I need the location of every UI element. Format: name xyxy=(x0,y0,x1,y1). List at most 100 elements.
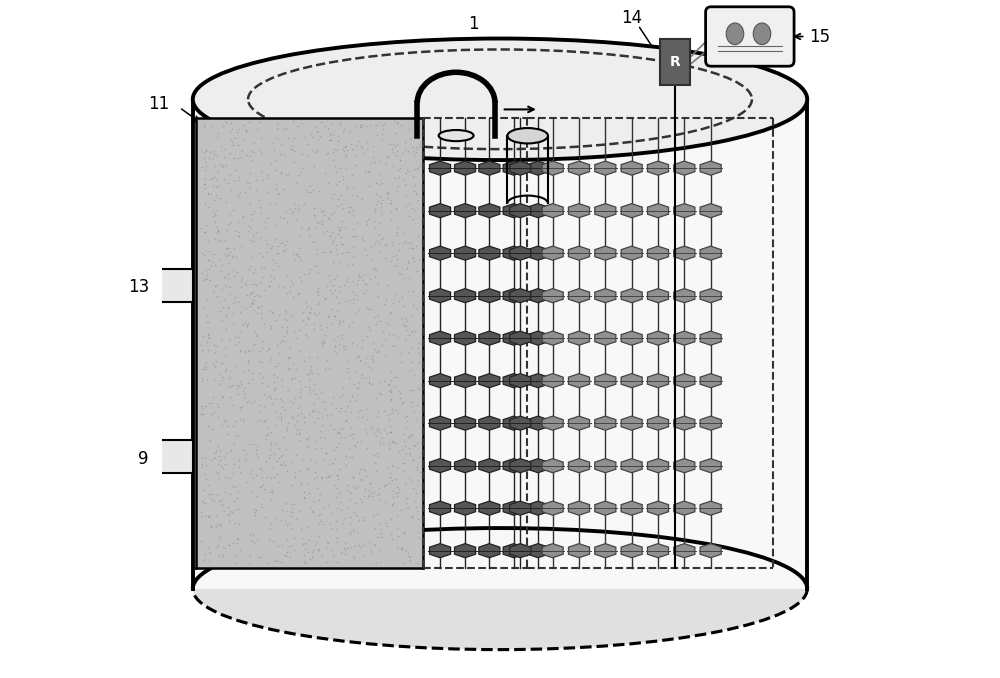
Point xyxy=(214,358,230,369)
Point xyxy=(309,243,325,254)
Point xyxy=(275,245,291,256)
Point xyxy=(374,340,390,351)
Point xyxy=(354,120,370,131)
Point xyxy=(332,496,348,507)
Point xyxy=(359,216,375,226)
Polygon shape xyxy=(196,117,423,567)
Point xyxy=(355,235,371,245)
Polygon shape xyxy=(479,289,500,302)
Point xyxy=(240,357,256,367)
Point xyxy=(335,382,351,393)
Point xyxy=(289,424,305,435)
Point xyxy=(401,273,417,283)
Point xyxy=(319,149,335,160)
Point xyxy=(307,467,323,478)
Point xyxy=(237,317,253,328)
Point xyxy=(279,217,295,228)
Point xyxy=(273,238,289,249)
Point xyxy=(354,193,370,204)
Point xyxy=(371,483,387,494)
Point xyxy=(307,211,323,222)
Point xyxy=(339,276,355,287)
Point xyxy=(345,298,361,309)
Point xyxy=(355,148,371,159)
Point xyxy=(400,256,416,266)
Point xyxy=(193,144,209,155)
Point xyxy=(259,471,275,482)
Point xyxy=(396,465,412,476)
Point xyxy=(365,510,381,521)
Point xyxy=(238,453,254,464)
Point xyxy=(245,266,261,277)
Polygon shape xyxy=(510,161,531,175)
Polygon shape xyxy=(647,544,669,558)
Point xyxy=(285,205,301,216)
Polygon shape xyxy=(568,203,590,218)
Polygon shape xyxy=(621,331,642,345)
Point xyxy=(197,174,213,184)
Point xyxy=(248,185,264,196)
Point xyxy=(218,243,234,254)
Point xyxy=(242,529,258,540)
Point xyxy=(253,308,269,319)
Point xyxy=(317,396,333,407)
Point xyxy=(298,433,314,444)
Point xyxy=(198,161,214,172)
Polygon shape xyxy=(647,374,669,388)
Polygon shape xyxy=(621,544,642,558)
Point xyxy=(197,226,213,237)
Point xyxy=(409,302,425,313)
Point xyxy=(323,208,339,219)
Point xyxy=(251,144,267,155)
Point xyxy=(389,261,405,272)
Point xyxy=(239,321,255,332)
Point xyxy=(307,388,323,399)
Point xyxy=(327,233,343,243)
Point xyxy=(256,285,272,296)
Point xyxy=(243,222,259,233)
Point xyxy=(304,131,320,142)
Point xyxy=(313,205,329,216)
Point xyxy=(236,388,252,399)
Point xyxy=(408,241,424,252)
Point xyxy=(330,228,346,239)
Point xyxy=(301,351,317,362)
Point xyxy=(394,543,410,554)
Point xyxy=(231,380,247,391)
Point xyxy=(278,243,294,254)
Point xyxy=(317,246,333,257)
Point xyxy=(249,290,265,300)
Point xyxy=(294,532,310,543)
Point xyxy=(211,235,227,246)
Point xyxy=(365,262,381,273)
Point xyxy=(197,401,213,412)
Polygon shape xyxy=(647,458,669,473)
Polygon shape xyxy=(455,331,476,345)
Point xyxy=(385,330,401,340)
Point xyxy=(388,203,404,214)
Point xyxy=(222,372,238,382)
Point xyxy=(226,271,242,281)
Point xyxy=(225,420,241,431)
Point xyxy=(383,195,399,206)
Point xyxy=(350,351,366,361)
Point xyxy=(208,341,224,352)
Polygon shape xyxy=(479,331,500,345)
Point xyxy=(216,273,232,284)
Point xyxy=(316,338,332,348)
Point xyxy=(356,490,372,501)
Point xyxy=(279,519,295,530)
Point xyxy=(248,491,264,502)
Point xyxy=(322,127,338,138)
Point xyxy=(321,270,337,281)
Point xyxy=(230,504,246,515)
Point xyxy=(247,509,263,520)
Polygon shape xyxy=(527,331,549,345)
Point xyxy=(285,397,301,408)
Polygon shape xyxy=(527,161,549,175)
Point xyxy=(329,144,345,155)
Point xyxy=(295,314,311,325)
Point xyxy=(206,407,222,418)
Point xyxy=(372,557,388,567)
Point xyxy=(395,273,411,283)
